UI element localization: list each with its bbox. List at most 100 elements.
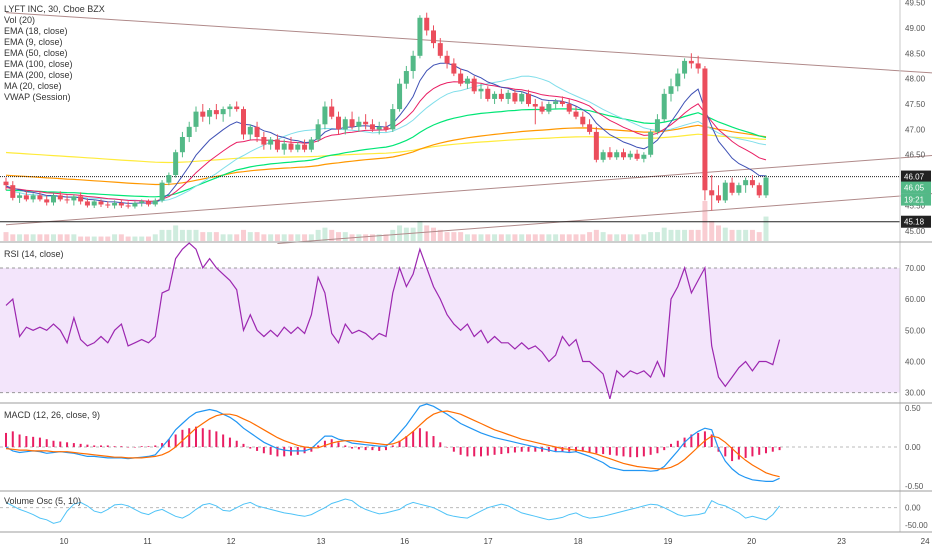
- macd-histogram-bar: [357, 447, 360, 450]
- level-high-label: 46.07: [904, 173, 925, 182]
- macd-histogram-bar: [72, 443, 75, 447]
- candle: [566, 98, 572, 115]
- volume-bar: [44, 234, 50, 241]
- macd-histogram-bar: [751, 447, 754, 457]
- rsi-tick-label: 40.00: [905, 357, 926, 366]
- price-pane[interactable]: [0, 12, 932, 245]
- volume-bar: [17, 234, 23, 241]
- candle-body: [682, 60, 688, 74]
- volume-bar: [186, 229, 192, 241]
- macd-histogram-bar: [507, 447, 510, 454]
- volume-bar: [607, 234, 613, 241]
- price-tick-label: 48.50: [905, 49, 926, 58]
- volume-bar: [288, 234, 294, 241]
- macd-histogram-bar: [371, 447, 374, 451]
- candle-body: [763, 177, 769, 196]
- candle-body: [274, 139, 280, 150]
- volume-bar: [342, 232, 348, 241]
- candle-body: [152, 200, 158, 205]
- macd-histogram-bar: [59, 441, 62, 447]
- macd-histogram-bar: [391, 445, 394, 447]
- candle-body: [295, 144, 301, 150]
- volume-bar: [159, 229, 165, 241]
- candle: [363, 114, 369, 130]
- volume-bar: [166, 229, 172, 241]
- candle-body: [37, 195, 43, 200]
- candle: [78, 192, 84, 205]
- level-high-label-bg: [901, 170, 931, 183]
- rsi-pane[interactable]: [0, 242, 900, 400]
- candle-body: [471, 78, 477, 92]
- candle: [553, 98, 559, 110]
- candle: [736, 182, 742, 196]
- macd-histogram-bar: [11, 431, 14, 447]
- volume-bar: [329, 229, 335, 241]
- candle-body: [729, 182, 735, 193]
- volume-bar: [736, 229, 742, 241]
- candle: [383, 121, 389, 132]
- macd-histogram-bar: [758, 447, 761, 455]
- time-tick-label: 16: [400, 537, 409, 546]
- volume-bar: [295, 234, 301, 241]
- macd-histogram-bar: [771, 447, 774, 452]
- macd-histogram-bar: [310, 447, 313, 452]
- macd-histogram-bar: [147, 446, 150, 447]
- candle: [464, 76, 470, 89]
- volume-bar: [621, 234, 626, 241]
- volume-bar: [3, 232, 9, 241]
- macd-histogram-bar: [222, 434, 225, 447]
- volume-bar: [37, 234, 43, 241]
- volume-bar: [274, 234, 280, 241]
- candle: [485, 86, 491, 102]
- trend-line: [5, 155, 932, 226]
- macd-histogram-bar: [466, 447, 469, 457]
- candle-body: [539, 106, 545, 112]
- macd-histogram-bar: [154, 445, 157, 447]
- candle: [118, 199, 124, 209]
- macd-histogram-bar: [649, 447, 652, 455]
- volume-bar: [112, 234, 118, 241]
- candle-body: [716, 195, 721, 201]
- candle: [227, 104, 233, 117]
- macd-pane[interactable]: [0, 403, 900, 482]
- candle: [254, 121, 260, 143]
- volume-bar: [437, 229, 443, 241]
- candle-body: [146, 201, 151, 205]
- volume-bar: [105, 236, 111, 241]
- macd-histogram-bar: [195, 426, 197, 447]
- level-low-label: 45.18: [904, 218, 925, 227]
- candle-body: [458, 73, 464, 84]
- macd-histogram-bar: [439, 442, 442, 447]
- candle: [356, 116, 362, 132]
- candle: [152, 198, 158, 207]
- candle: [342, 116, 348, 135]
- candle: [580, 111, 586, 127]
- candle: [295, 142, 301, 153]
- volume-bar: [247, 232, 253, 241]
- candle-body: [451, 63, 457, 74]
- volume-bar: [179, 229, 185, 241]
- candle: [722, 180, 728, 203]
- candle-body: [220, 109, 226, 115]
- volume-bar: [139, 236, 145, 241]
- volume-bar: [193, 229, 199, 241]
- candle: [498, 88, 504, 102]
- candle: [546, 101, 552, 115]
- candle-body: [268, 139, 274, 145]
- rsi-legend: RSI (14, close): [4, 249, 64, 259]
- candle-body: [546, 104, 552, 112]
- candle-body: [186, 126, 192, 137]
- ema50-line: [5, 108, 767, 198]
- candle-body: [44, 199, 50, 203]
- macd-histogram-bar: [93, 445, 96, 447]
- countdown-label-bg: [901, 193, 931, 206]
- macd-histogram-bar: [161, 443, 164, 447]
- candle: [512, 88, 518, 105]
- candle: [716, 185, 721, 203]
- candle-body: [519, 93, 525, 102]
- macd-histogram-bar: [18, 434, 21, 447]
- candle: [349, 111, 355, 130]
- macd-histogram-bar: [412, 431, 415, 447]
- volume-osc-pane[interactable]: [0, 498, 900, 524]
